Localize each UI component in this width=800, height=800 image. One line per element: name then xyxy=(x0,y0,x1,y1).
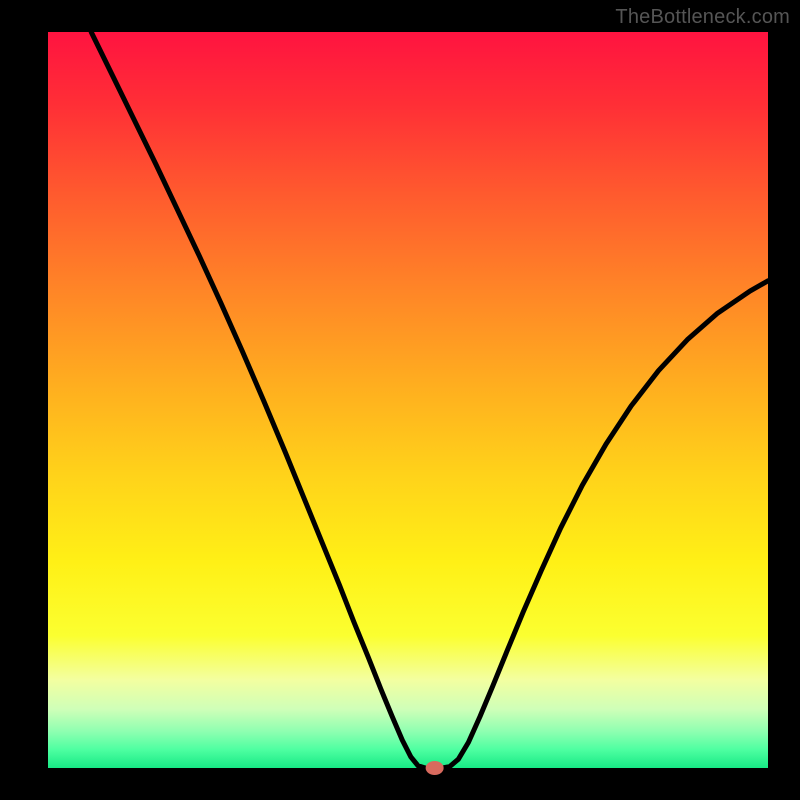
chart-container: TheBottleneck.com xyxy=(0,0,800,800)
bottleneck-chart xyxy=(0,0,800,800)
minimum-marker xyxy=(426,761,444,775)
plot-background xyxy=(48,32,768,768)
attribution-text: TheBottleneck.com xyxy=(615,6,790,29)
